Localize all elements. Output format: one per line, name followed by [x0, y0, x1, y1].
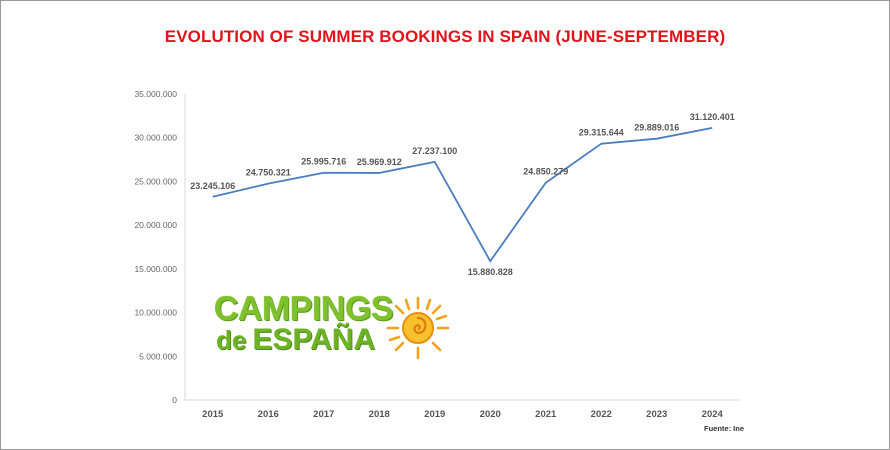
y-tick-label: 35.000.000: [134, 89, 177, 99]
y-tick-label: 0: [172, 395, 177, 405]
chart-title: EVOLUTION OF SUMMER BOOKINGS IN SPAIN (J…: [164, 27, 726, 46]
x-tick-label: 2018: [369, 409, 390, 420]
x-tick-label: 2020: [480, 409, 501, 420]
data-label: 25.995.716: [301, 157, 346, 167]
y-tick-label: 25.000.000: [134, 176, 177, 186]
data-label: 29.315.644: [579, 128, 624, 138]
x-tick-label: 2021: [535, 409, 557, 420]
data-label: 29.889.016: [634, 123, 679, 133]
logo-text-de-espana: de ESPAÑA: [216, 324, 375, 356]
logo-text-de: de: [216, 325, 247, 355]
x-tick-label: 2022: [591, 409, 612, 420]
x-tick-label: 2024: [702, 409, 724, 420]
bookings-series-line: [212, 127, 713, 263]
data-label: 31.120.401: [690, 112, 735, 122]
x-tick-label: 2017: [313, 409, 334, 420]
campings-de-espana-logo: CAMPINGS de ESPAÑA: [214, 292, 454, 362]
x-tick-label: 2023: [646, 409, 667, 420]
y-tick-label: 15.000.000: [134, 264, 177, 274]
data-label: 24.850.279: [523, 167, 568, 177]
y-tick-label: 30.000.000: [134, 133, 177, 143]
data-label: 23.245.106: [190, 181, 235, 191]
source-note: Fuente: Ine: [704, 424, 745, 433]
y-tick-label: 10.000.000: [134, 308, 177, 318]
data-label: 27.237.100: [412, 146, 457, 156]
y-tick-label: 20.000.000: [134, 220, 177, 230]
x-tick-label: 2016: [258, 409, 279, 420]
logo-text-campings: CAMPINGS: [214, 290, 394, 328]
data-label: 24.750.321: [246, 168, 291, 178]
x-tick-label: 2015: [202, 409, 224, 420]
data-label: 25.969.912: [357, 157, 402, 167]
logo-text-espana: ESPAÑA: [252, 323, 376, 356]
x-tick-label: 2019: [424, 409, 445, 420]
data-label: 15.880.828: [468, 267, 513, 277]
y-tick-label: 5.000.000: [139, 351, 177, 361]
sun-icon: [386, 296, 450, 360]
